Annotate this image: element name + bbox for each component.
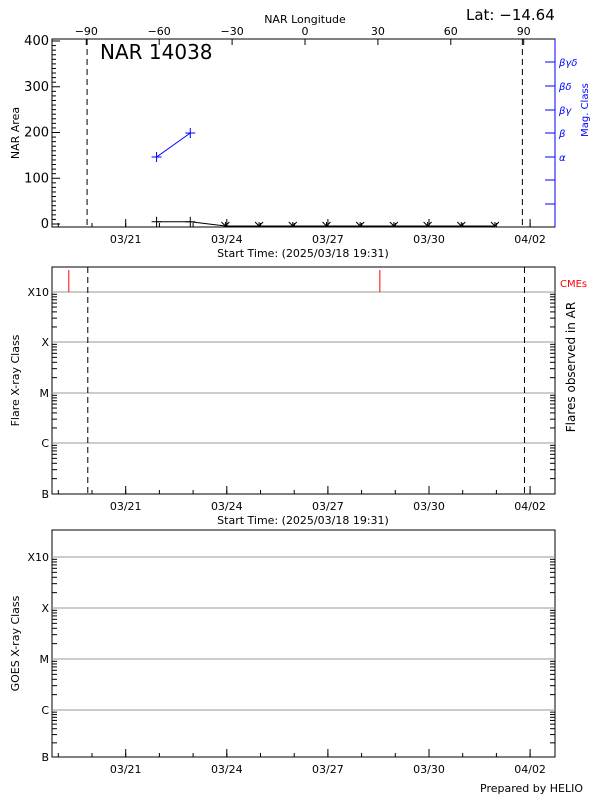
nar-area-panel: 03/21 03/24 03/27 03/30 04/02 Start Time: (20… xyxy=(9,13,591,260)
y-tick-label: 400 xyxy=(24,34,49,49)
x-tick-label: 03/21 xyxy=(110,233,142,246)
top-tick-label: −60 xyxy=(148,25,171,38)
y-axis-label: Flare X-ray Class xyxy=(9,334,22,426)
area-point xyxy=(151,216,162,227)
y-tick-label: X10 xyxy=(27,286,49,299)
plot-frame xyxy=(51,529,556,758)
x-tick-label: 04/02 xyxy=(514,763,546,776)
flare-panel: 03/21 03/24 03/27 03/30 04/02 B C M X X10 Flare X-… xyxy=(9,266,587,527)
footer-credit: Prepared by HELIO xyxy=(480,782,583,795)
latitude-label: Lat: −14.64 xyxy=(466,6,555,24)
y-tick-label: X xyxy=(41,336,49,349)
y-tick-label: B xyxy=(41,488,49,501)
x-tick-label: 03/30 xyxy=(413,233,445,246)
area-zero-point xyxy=(355,221,365,227)
y-tick-label: 100 xyxy=(24,171,49,186)
cme-label: CMEs xyxy=(560,279,587,290)
y-tick-label: M xyxy=(40,653,50,666)
mag-tick-label: βγδ xyxy=(558,58,577,69)
mag-line xyxy=(156,132,191,158)
right-axis-label: Flares observed in AR xyxy=(564,302,578,432)
y-tick-label: B xyxy=(41,751,49,764)
area-zero-point xyxy=(490,221,500,227)
area-point xyxy=(185,216,196,227)
mag-axis-label: Mag. Class xyxy=(580,83,591,137)
x-tick-label: 03/24 xyxy=(211,763,243,776)
y-tick-label: M xyxy=(40,387,50,400)
y-tick-label: 300 xyxy=(24,80,49,95)
x-tick-label: 04/02 xyxy=(514,500,546,513)
y-axis-label: NAR Area xyxy=(9,107,22,159)
top-axis-label: NAR Longitude xyxy=(264,13,346,26)
x-tick-label: 03/21 xyxy=(110,500,142,513)
y-tick-label: X xyxy=(41,602,49,615)
x-tick-label: 03/30 xyxy=(413,500,445,513)
chart-title: NAR 14038 xyxy=(100,40,213,64)
mag-tick-label: βδ xyxy=(558,82,572,93)
mag-tick-label: α xyxy=(559,153,566,164)
y-tick-label: 200 xyxy=(24,126,49,141)
top-tick-label: 30 xyxy=(371,25,385,38)
top-tick-label: −30 xyxy=(220,25,243,38)
top-tick-label: −90 xyxy=(75,25,98,38)
plot-frame xyxy=(51,266,556,495)
x-axis-label: Start Time: (2025/03/18 19:31) xyxy=(217,247,389,260)
area-zero-point xyxy=(322,221,331,227)
y-tick-label: 0 xyxy=(41,217,49,232)
x-tick-label: 03/27 xyxy=(312,233,344,246)
area-zero-point xyxy=(389,221,399,227)
y-tick-label: C xyxy=(41,704,49,717)
goes-panel: 03/21 03/24 03/27 03/30 04/02 B C M X X10 GOES X-r… xyxy=(9,529,556,776)
x-tick-label: 03/30 xyxy=(413,763,445,776)
area-zero-point xyxy=(221,221,230,227)
mag-tick-label: βγ xyxy=(558,106,572,117)
x-tick-label: 03/21 xyxy=(110,763,142,776)
x-tick-label: 04/02 xyxy=(514,233,546,246)
area-zero-point xyxy=(456,221,466,227)
mag-point xyxy=(185,128,196,138)
x-axis-label: Start Time: (2025/03/18 19:31) xyxy=(217,514,389,527)
y-axis-label: GOES X-ray Class xyxy=(9,595,22,691)
top-tick-label: 0 xyxy=(302,25,309,38)
x-tick-label: 03/27 xyxy=(312,500,344,513)
mag-tick-label: β xyxy=(558,129,566,140)
area-zero-point xyxy=(288,221,298,227)
area-zero-point xyxy=(254,221,264,227)
mag-point xyxy=(151,152,162,162)
top-tick-label: 90 xyxy=(517,25,531,38)
area-zero-point xyxy=(423,221,432,227)
x-tick-label: 03/24 xyxy=(211,500,243,513)
x-tick-label: 03/27 xyxy=(312,763,344,776)
y-tick-label: X10 xyxy=(27,551,49,564)
plot-frame xyxy=(51,38,556,228)
x-tick-label: 03/24 xyxy=(211,233,243,246)
y-tick-label: C xyxy=(41,437,49,450)
top-tick-label: 60 xyxy=(444,25,458,38)
